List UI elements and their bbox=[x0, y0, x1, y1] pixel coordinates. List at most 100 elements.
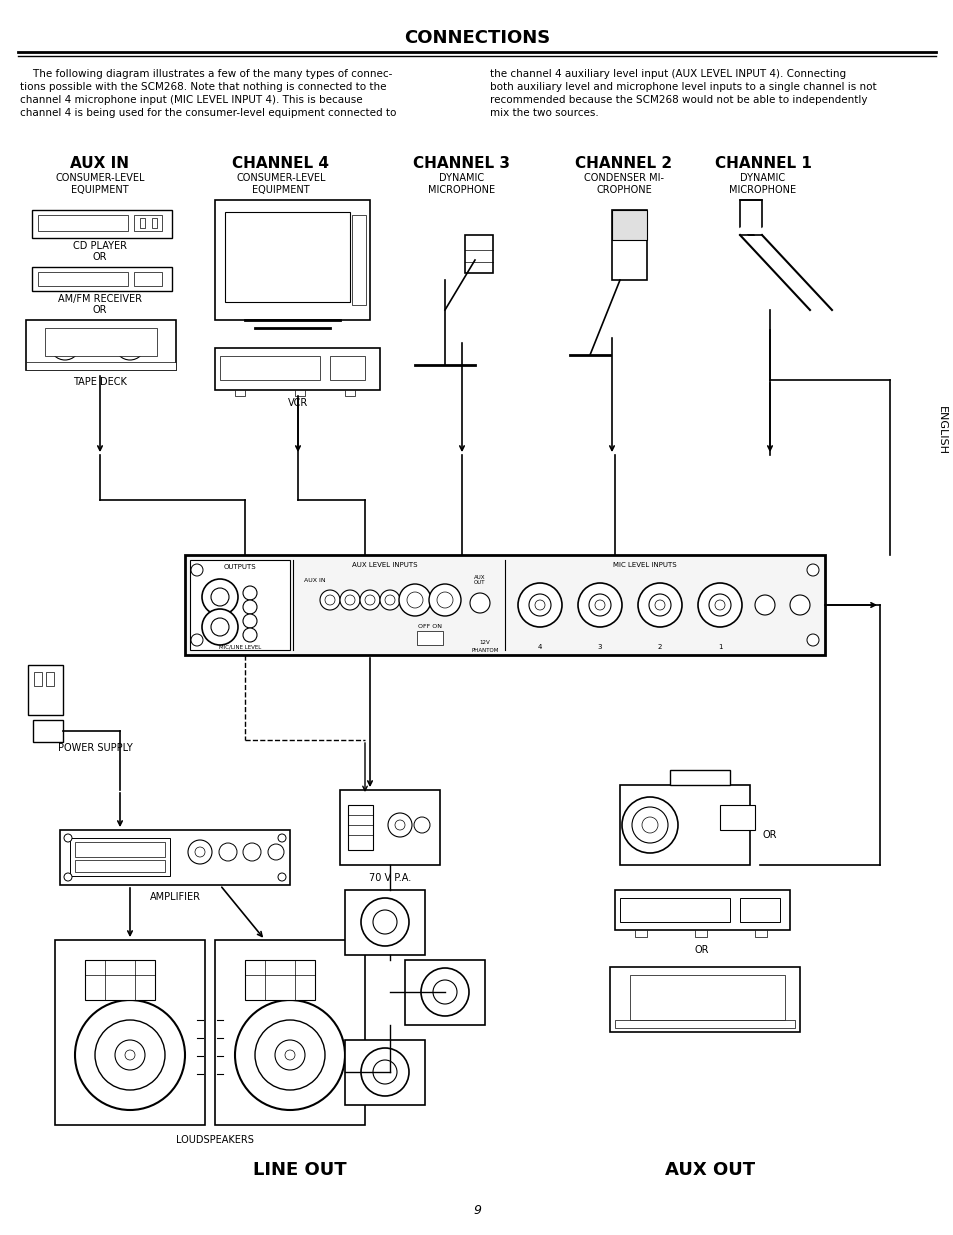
Text: AM/FM RECEIVER: AM/FM RECEIVER bbox=[58, 294, 142, 304]
Circle shape bbox=[806, 564, 818, 576]
Bar bbox=[619, 898, 729, 923]
Circle shape bbox=[115, 1040, 145, 1070]
Circle shape bbox=[58, 338, 71, 352]
Text: 1: 1 bbox=[717, 643, 721, 650]
Text: MICROPHONE: MICROPHONE bbox=[729, 185, 796, 195]
Circle shape bbox=[243, 585, 256, 600]
Circle shape bbox=[638, 583, 681, 627]
Circle shape bbox=[339, 590, 359, 610]
Circle shape bbox=[243, 629, 256, 642]
Bar bbox=[32, 267, 172, 291]
Circle shape bbox=[414, 818, 430, 832]
Bar bbox=[32, 210, 172, 238]
Circle shape bbox=[202, 609, 237, 645]
Bar bbox=[38, 272, 128, 287]
Circle shape bbox=[395, 820, 405, 830]
Bar bbox=[225, 212, 350, 303]
Text: MIC LEVEL INPUTS: MIC LEVEL INPUTS bbox=[613, 562, 676, 568]
Text: CHANNEL 1: CHANNEL 1 bbox=[714, 156, 811, 170]
Circle shape bbox=[407, 592, 422, 608]
Text: LOUDSPEAKERS: LOUDSPEAKERS bbox=[176, 1135, 253, 1145]
Text: 4: 4 bbox=[537, 643, 541, 650]
Bar bbox=[615, 1020, 794, 1028]
Bar bbox=[345, 890, 424, 955]
Text: CHANNEL 4: CHANNEL 4 bbox=[233, 156, 329, 170]
Text: AMPLIFIER: AMPLIFIER bbox=[150, 892, 200, 902]
Bar bbox=[635, 930, 646, 937]
Text: CONDENSER MI-: CONDENSER MI- bbox=[583, 173, 663, 183]
Circle shape bbox=[254, 1020, 325, 1091]
Text: POWER SUPPLY: POWER SUPPLY bbox=[57, 743, 132, 753]
Circle shape bbox=[436, 592, 453, 608]
Bar bbox=[190, 559, 290, 650]
Bar bbox=[60, 830, 290, 885]
Text: 12V: 12V bbox=[479, 641, 490, 646]
Circle shape bbox=[125, 1050, 135, 1060]
Bar bbox=[185, 555, 824, 655]
Circle shape bbox=[243, 844, 261, 861]
Bar bbox=[464, 235, 493, 273]
Text: 9: 9 bbox=[473, 1203, 480, 1216]
Text: CONSUMER-LEVEL: CONSUMER-LEVEL bbox=[236, 173, 325, 183]
Circle shape bbox=[714, 600, 724, 610]
Bar bbox=[245, 960, 314, 1000]
Bar bbox=[38, 215, 128, 231]
Text: The following diagram illustrates a few of the many types of connec-: The following diagram illustrates a few … bbox=[20, 69, 392, 79]
Bar bbox=[70, 839, 170, 876]
Text: OUTPUTS: OUTPUTS bbox=[223, 564, 256, 571]
Circle shape bbox=[243, 614, 256, 629]
Circle shape bbox=[64, 873, 71, 881]
Bar bbox=[75, 860, 165, 872]
Bar bbox=[615, 890, 789, 930]
Text: MICROPHONE: MICROPHONE bbox=[428, 185, 495, 195]
Text: CHANNEL 3: CHANNEL 3 bbox=[413, 156, 510, 170]
Circle shape bbox=[373, 910, 396, 934]
Text: CROPHONE: CROPHONE bbox=[596, 185, 651, 195]
Text: 2: 2 bbox=[658, 643, 661, 650]
Text: OR: OR bbox=[92, 305, 107, 315]
Circle shape bbox=[373, 1060, 396, 1084]
Bar bbox=[330, 356, 365, 380]
Bar bbox=[152, 219, 157, 228]
Text: PHANTOM: PHANTOM bbox=[471, 648, 498, 653]
Circle shape bbox=[588, 594, 610, 616]
Bar bbox=[75, 842, 165, 857]
Bar bbox=[46, 672, 54, 685]
Circle shape bbox=[202, 579, 237, 615]
Circle shape bbox=[385, 595, 395, 605]
Circle shape bbox=[325, 595, 335, 605]
Circle shape bbox=[95, 1020, 165, 1091]
Circle shape bbox=[188, 840, 212, 864]
Circle shape bbox=[360, 898, 409, 946]
Text: CHANNEL 2: CHANNEL 2 bbox=[575, 156, 672, 170]
Text: CONNECTIONS: CONNECTIONS bbox=[403, 28, 550, 47]
Circle shape bbox=[115, 330, 145, 359]
Circle shape bbox=[621, 797, 678, 853]
Bar bbox=[345, 390, 355, 396]
Circle shape bbox=[639, 977, 679, 1016]
Bar bbox=[339, 790, 439, 864]
Text: AUX OUT: AUX OUT bbox=[664, 1161, 754, 1179]
Bar bbox=[740, 200, 761, 235]
Bar bbox=[133, 272, 162, 287]
Bar bbox=[405, 960, 484, 1025]
Bar bbox=[28, 664, 63, 715]
Circle shape bbox=[234, 1000, 345, 1110]
Bar bbox=[345, 1040, 424, 1105]
Circle shape bbox=[433, 981, 456, 1004]
Bar bbox=[754, 930, 766, 937]
Bar bbox=[348, 805, 373, 850]
Text: recommended because the SCM268 would not be able to independently: recommended because the SCM268 would not… bbox=[490, 95, 866, 105]
Circle shape bbox=[345, 595, 355, 605]
Bar bbox=[85, 960, 154, 1000]
Bar bbox=[140, 219, 145, 228]
Bar bbox=[669, 769, 729, 785]
Circle shape bbox=[123, 338, 137, 352]
Circle shape bbox=[379, 590, 399, 610]
Circle shape bbox=[219, 844, 236, 861]
Text: channel 4 microphone input (MIC LEVEL INPUT 4). This is because: channel 4 microphone input (MIC LEVEL IN… bbox=[20, 95, 362, 105]
Bar bbox=[234, 390, 245, 396]
Text: AUX IN: AUX IN bbox=[304, 578, 326, 583]
Text: LINE OUT: LINE OUT bbox=[253, 1161, 347, 1179]
Bar bbox=[609, 967, 800, 1032]
